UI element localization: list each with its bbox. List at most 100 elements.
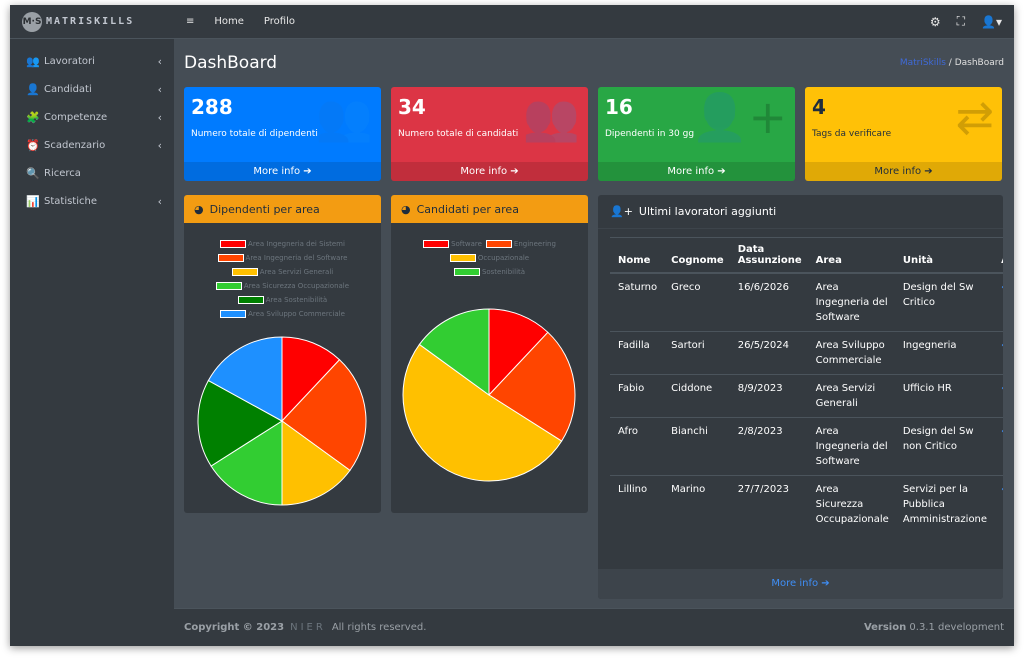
legend-swatch — [231, 268, 258, 276]
chevron-left-icon[interactable]: ‹ — [157, 82, 162, 96]
user-menu-icon[interactable]: 👤▾ — [981, 14, 1002, 29]
sidebar-item-lavoratori[interactable]: 👥 Lavoratori ‹ — [10, 47, 174, 75]
chevron-left-icon[interactable]: ‹ — [157, 110, 162, 124]
sidebar: M·S MATRISKILLS 👥 Lavoratori ‹ 👤 Candidati ‹ 🧩… — [10, 5, 174, 646]
cell-nome: Lillino — [610, 475, 664, 533]
chart-legend: Software Engineering Occupazionale Sostenib… — [391, 237, 588, 279]
fullscreen-icon[interactable]: ⛶ — [956, 14, 966, 28]
legend-item[interactable]: Area Servizi Generali — [231, 268, 333, 276]
legend-row: Area Sostenibilità — [237, 293, 328, 307]
chevron-left-icon[interactable]: ‹ — [1001, 383, 1003, 394]
legend-item[interactable]: Area Ingegneria dei Sistemi — [220, 240, 345, 248]
sidebar-item-ricerca[interactable]: 🔍 Ricerca — [10, 159, 174, 187]
legend-item[interactable]: Software — [423, 240, 482, 248]
footer: Copyright © 2023 NIER All rights reserve… — [174, 608, 1014, 646]
col-nome: Nome — [610, 237, 664, 274]
cell-data: 27/7/2023 — [729, 475, 808, 533]
more-info-link[interactable]: More info ➔ — [391, 162, 588, 181]
table-row[interactable]: Fabio Ciddone 8/9/2023 Area Servizi General… — [610, 374, 1003, 418]
table-row[interactable]: Afro Bianchi 2/8/2023 Area Ingegneria del S… — [610, 417, 1003, 476]
cell-nome: Fadilla — [610, 331, 664, 375]
stat-box-tags: 4 Tags da verificare ⇄ More info ➔ — [805, 87, 1002, 181]
cell-nome: Fabio — [610, 374, 664, 418]
breadcrumb-link[interactable]: MatriSkills — [899, 58, 946, 68]
legend-item[interactable]: Area Ingegneria del Software — [217, 254, 348, 262]
chevron-left-icon[interactable]: ‹ — [157, 54, 162, 68]
legend-label: Software — [451, 240, 482, 248]
cell-cognome: Bianchi — [663, 417, 730, 476]
main-content: DashBoard MatriSkills / DashBoard 288 Nu… — [174, 39, 1014, 608]
legend-item[interactable]: Occupazionale — [449, 254, 530, 262]
chevron-left-icon[interactable]: ‹ — [1001, 484, 1003, 495]
legend-item[interactable]: Area Sostenibilità — [237, 296, 328, 304]
chart-legend: Area Ingegneria dei Sistemi Area Ingegner… — [184, 237, 381, 321]
cell-unita: Ufficio HR — [894, 374, 994, 418]
table-row[interactable]: Saturno Greco 16/6/2026 Area Ingegneria del… — [610, 272, 1003, 332]
breadcrumb: MatriSkills / DashBoard — [900, 58, 1004, 68]
sidebar-item-candidati[interactable]: 👤 Candidati ‹ — [10, 75, 174, 103]
pie-chart-dipendenti — [197, 336, 367, 506]
legend-item[interactable]: Sostenibilità — [453, 268, 526, 276]
legend-item[interactable]: Area Sicurezza Occupazionale — [215, 282, 349, 290]
chevron-left-icon[interactable]: ‹ — [1001, 426, 1003, 437]
pie-slice-2[interactable] — [281, 420, 351, 506]
pie-slice-3[interactable] — [418, 308, 490, 396]
nav-profilo-link[interactable]: Profilo — [263, 16, 295, 27]
pie-slice-4[interactable] — [197, 379, 283, 467]
sidebar-item-competenze[interactable]: 🧩 Competenze ‹ — [10, 103, 174, 131]
legend-label: Area Sostenibilità — [265, 296, 328, 304]
legend-swatch — [220, 310, 247, 318]
clock-icon: ⏰ — [26, 138, 40, 152]
chevron-left-icon[interactable]: ‹ — [157, 194, 162, 208]
cell-area: Area Sviluppo Commerciale — [807, 331, 895, 375]
legend-label: Occupazionale — [477, 254, 530, 262]
stat-label: Dipendenti in 30 gg — [605, 129, 695, 139]
more-info-link[interactable]: More info ➔ — [598, 569, 1003, 599]
copyright: Copyright © 2023 — [184, 622, 285, 633]
legend-label: Area Sviluppo Commerciale — [248, 310, 345, 318]
topbar-actions: ⚙ ⛶ 👤▾ — [930, 14, 1002, 29]
company-logo: NIER — [290, 622, 326, 633]
sidebar-item-label: Candidati — [44, 83, 92, 95]
row-action: ‹ — [993, 417, 1003, 476]
stat-label: Numero totale di dipendenti — [191, 129, 318, 139]
legend-swatch — [237, 296, 264, 304]
row-action: ‹ — [993, 272, 1003, 332]
legend-item[interactable]: Area Sviluppo Commerciale — [220, 310, 345, 318]
chevron-left-icon[interactable]: ‹ — [157, 138, 162, 152]
app-window: M·S MATRISKILLS 👥 Lavoratori ‹ 👤 Candidati ‹ 🧩… — [10, 5, 1014, 646]
pie-slice-1[interactable] — [488, 331, 576, 442]
legend-label: Area Ingegneria dei Sistemi — [248, 240, 345, 248]
search-icon: 🔍 — [26, 166, 40, 180]
more-info-link[interactable]: More info ➔ — [184, 162, 381, 181]
user-plus-icon: 👤+ — [610, 205, 633, 218]
chevron-left-icon[interactable]: ‹ — [1001, 340, 1003, 351]
menu-toggle-icon[interactable]: ≡ — [186, 16, 195, 27]
legend-label: Sostenibilità — [481, 268, 526, 276]
nav-home-link[interactable]: Home — [214, 16, 244, 27]
table-row[interactable]: Fadilla Sartori 26/5/2024 Area Sviluppo Com… — [610, 331, 1003, 375]
legend-label: Area Ingegneria del Software — [245, 254, 348, 262]
more-info-link[interactable]: More info ➔ — [598, 162, 795, 181]
more-info-link[interactable]: More info ➔ — [805, 162, 1002, 181]
pie-slice-3[interactable] — [210, 420, 283, 506]
legend-item[interactable]: Engineering — [485, 240, 556, 248]
pie-slice-0[interactable] — [281, 336, 341, 423]
gear-icon[interactable]: ⚙ — [929, 14, 941, 29]
legend-swatch — [485, 240, 512, 248]
pie-slice-5[interactable] — [207, 336, 283, 422]
sidebar-item-statistiche[interactable]: 📊 Statistiche ‹ — [10, 187, 174, 215]
user-tie-icon: 👤 — [26, 82, 40, 96]
chevron-left-icon[interactable]: ‹ — [1001, 282, 1003, 293]
pie-slice-0[interactable] — [488, 308, 549, 397]
pie-slice-1[interactable] — [281, 359, 367, 472]
cell-nome: Saturno — [610, 272, 664, 332]
card-title: Candidati per area — [416, 202, 519, 216]
sidebar-item-scadenzario[interactable]: ⏰ Scadenzario ‹ — [10, 131, 174, 159]
charts-row: ◕ Dipendenti per area Area Ingegneria de… — [184, 195, 1004, 599]
pie-slice-2[interactable] — [402, 343, 563, 482]
table-row[interactable]: Lillino Marino 27/7/2023 Area Sicurezza Occ… — [610, 475, 1003, 533]
cell-nome: Afro — [610, 417, 664, 476]
card-title: Ultimi lavoratori aggiunti — [638, 205, 777, 218]
brand[interactable]: M·S MATRISKILLS — [10, 5, 174, 39]
